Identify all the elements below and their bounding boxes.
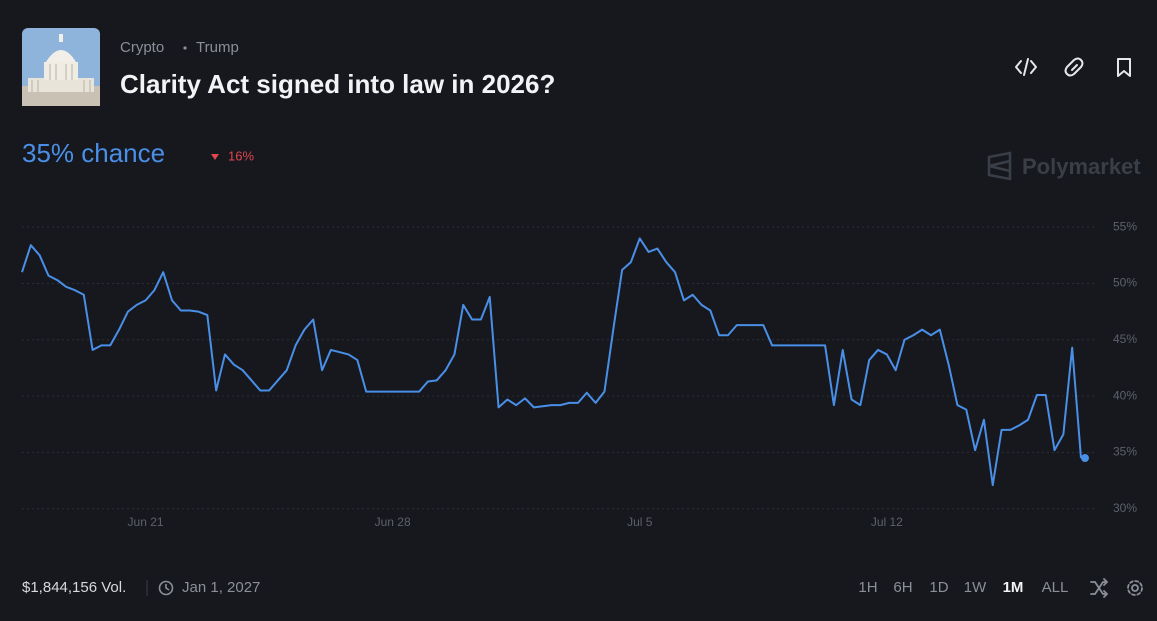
y-tick-label: 30% bbox=[1113, 501, 1137, 515]
market-title: Clarity Act signed into law in 2026? bbox=[120, 69, 555, 99]
market-image bbox=[22, 28, 100, 106]
breadcrumb[interactable]: Trump bbox=[196, 39, 239, 56]
x-tick-label: Jul 12 bbox=[871, 515, 903, 529]
y-tick-label: 55% bbox=[1113, 219, 1137, 233]
breadcrumb-separator bbox=[183, 46, 187, 50]
chance: 35% chance bbox=[22, 138, 165, 168]
range-button[interactable]: 6H bbox=[893, 579, 912, 596]
y-tick-label: 40% bbox=[1113, 388, 1137, 402]
clock-icon bbox=[158, 580, 174, 596]
x-tick-label: Jun 21 bbox=[128, 515, 164, 529]
range-button[interactable]: 1H bbox=[858, 579, 877, 596]
range-button[interactable]: ALL bbox=[1042, 579, 1069, 596]
range-button[interactable]: 1D bbox=[929, 579, 948, 596]
price-line bbox=[21, 237, 1082, 487]
embed-icon[interactable] bbox=[1015, 58, 1037, 76]
watermark: Polymarket bbox=[1022, 154, 1141, 179]
change-arrow bbox=[211, 154, 219, 160]
x-tick-label: Jul 5 bbox=[627, 515, 653, 529]
end-date: Jan 1, 2027 bbox=[182, 579, 260, 596]
settings-icon[interactable] bbox=[1127, 580, 1143, 596]
shuffle-icon[interactable] bbox=[1090, 578, 1109, 598]
volume: $1,844,156 Vol. bbox=[22, 579, 126, 596]
breadcrumb[interactable]: Crypto bbox=[120, 39, 164, 56]
plot: 30% 35% 40% 45% 50% 55% Jun 21 Jun 28 Jul 5 Jul 1… bbox=[21, 219, 1137, 529]
range-buttons: 1H 6H 1D 1W 1M ALL bbox=[858, 579, 1068, 596]
watermark-logo bbox=[987, 151, 1012, 181]
change: 16% bbox=[228, 148, 254, 163]
link-icon[interactable] bbox=[1064, 57, 1084, 77]
x-tick-label: Jun 28 bbox=[375, 515, 411, 529]
current-point bbox=[1081, 454, 1089, 463]
bookmark-icon[interactable] bbox=[1117, 58, 1131, 77]
range-button[interactable]: 1W bbox=[964, 579, 987, 596]
range-button[interactable]: 1M bbox=[1003, 579, 1024, 596]
y-tick-label: 35% bbox=[1113, 445, 1137, 459]
y-tick-label: 50% bbox=[1113, 276, 1137, 290]
y-tick-label: 45% bbox=[1113, 332, 1137, 346]
